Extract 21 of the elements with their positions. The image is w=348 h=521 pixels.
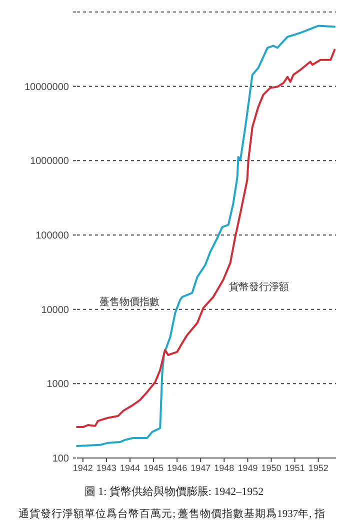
x-tick-label: 1951 — [284, 463, 305, 473]
y-tick-label: 1000 — [46, 379, 70, 390]
x-tick-label: 1942 — [72, 463, 93, 473]
x-tick-label: 1948 — [214, 463, 234, 473]
series-label: 躉售物價指數 — [99, 296, 160, 308]
x-tick-label: 1945 — [144, 463, 164, 473]
text: 圖 1: 貨幣供給與物價膨脹: 1942–1952 — [84, 485, 264, 498]
y-tick-label: 100 — [52, 454, 70, 464]
y-tick-label: 10000000 — [24, 82, 70, 93]
y-tick-label: 100000 — [36, 230, 70, 242]
x-tick-label: 1952 — [308, 463, 328, 473]
y-tick-label: 10000 — [41, 304, 70, 316]
x-tick-label: 1947 — [190, 463, 211, 473]
x-tick-label: 1949 — [238, 463, 258, 473]
x-tick-label: 1943 — [96, 463, 116, 473]
x-tick-label: 1946 — [167, 463, 188, 473]
text: 通貨發行淨額單位爲台幣百萬元; 躉售物價指數基期爲1937年, 指 — [18, 507, 326, 520]
y-tick-label: 1000000 — [30, 156, 70, 168]
series-label: 貨幣發行淨額 — [229, 280, 290, 293]
x-tick-label: 1944 — [120, 463, 140, 473]
x-tick-label: 1950 — [261, 463, 282, 473]
